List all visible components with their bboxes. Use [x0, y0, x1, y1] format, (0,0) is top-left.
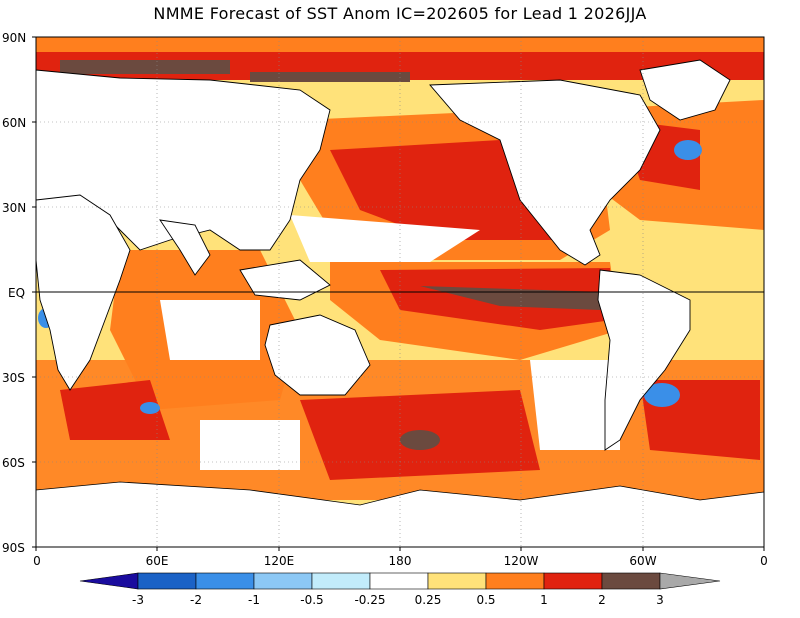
- india: [159, 219, 211, 276]
- colorbar-cell-10: [659, 572, 721, 590]
- colorbar-label-1: -2: [190, 593, 202, 607]
- natl-cool-anomaly: [674, 140, 702, 160]
- satl-cool-anomaly: [644, 383, 680, 407]
- colorbar-label-3: -0.5: [300, 593, 323, 607]
- colorbar-label-7: 1: [540, 593, 548, 607]
- npac-strong: [330, 140, 560, 240]
- southern-strong-2: [60, 380, 170, 440]
- north-america: [429, 79, 661, 266]
- colorbar-cell-6: [427, 572, 487, 590]
- colorbar-label-5: 0.25: [415, 593, 442, 607]
- greenland: [639, 59, 731, 121]
- indian-neutral: [160, 300, 260, 360]
- lat-label-eq: EQ: [8, 286, 25, 300]
- lat-label-90n: 90N: [2, 31, 26, 45]
- lon-label-120w: 120W: [504, 554, 539, 568]
- colorbar-label-8: 2: [598, 593, 606, 607]
- colorbar-cell-0: [79, 572, 139, 590]
- lon-label-360: 0: [760, 554, 768, 568]
- lon-label-60e: 60E: [146, 554, 169, 568]
- colorbar-cell-1: [137, 572, 197, 590]
- colorbar: [79, 572, 721, 590]
- antarctica: [36, 481, 764, 547]
- npac-neutral: [290, 215, 480, 262]
- colorbar-label-2: -1: [248, 593, 260, 607]
- colorbar-cell-2: [195, 572, 255, 590]
- colorbar-cell-4: [311, 572, 371, 590]
- southern-neutral-2: [200, 420, 300, 470]
- colorbar-label-6: 0.5: [476, 593, 495, 607]
- continents: [36, 59, 731, 451]
- colorbar-cell-9: [601, 572, 661, 590]
- colorbar-cell-7: [485, 572, 545, 590]
- sio-cool-anomaly-1: [140, 402, 160, 414]
- lat-label-90s: 90S: [2, 541, 25, 555]
- colorbar-label-0: -3: [132, 593, 144, 607]
- lon-label-60w: 60W: [629, 554, 656, 568]
- lat-label-60n: 60N: [2, 116, 26, 130]
- arctic-extreme-1: [60, 60, 230, 74]
- lat-label-60s: 60S: [2, 456, 25, 470]
- lat-ticks: [32, 36, 36, 548]
- colorbar-cell-5: [369, 572, 429, 590]
- colorbar-labels: -3 -2 -1 -0.5 -0.25 0.25 0.5 1 2 3: [132, 593, 664, 607]
- lon-label-0: 0: [33, 554, 41, 568]
- lon-label-180: 180: [389, 554, 412, 568]
- colorbar-label-4: -0.25: [354, 593, 385, 607]
- colorbar-cell-8: [543, 572, 603, 590]
- gridlines: [36, 37, 764, 547]
- australia: [264, 314, 371, 396]
- colorbar-cell-3: [253, 572, 313, 590]
- lon-ticks: [35, 547, 765, 551]
- latitude-labels: 90N 60N 30N EQ 30S 60S 90S: [2, 31, 26, 555]
- south-america: [597, 269, 691, 451]
- longitude-labels: 0 60E 120E 180 120W 60W 0: [33, 554, 768, 568]
- southern-neutral-1: [530, 360, 620, 450]
- arctic-extreme-2: [250, 72, 410, 82]
- southern-extreme: [400, 430, 440, 450]
- map-title: NMME Forecast of SST Anom IC=202605 for …: [153, 4, 647, 23]
- lat-label-30s: 30S: [2, 371, 25, 385]
- colorbar-label-9: 3: [656, 593, 664, 607]
- lat-label-30n: 30N: [2, 201, 26, 215]
- lon-label-120e: 120E: [264, 554, 295, 568]
